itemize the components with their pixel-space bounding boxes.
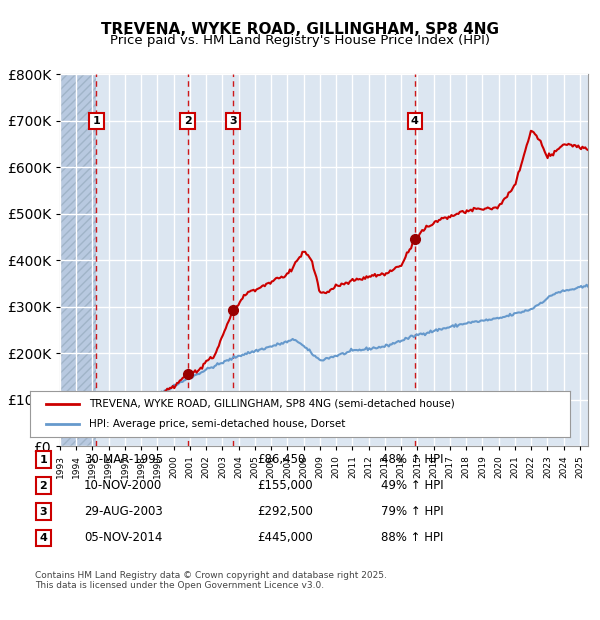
Text: TREVENA, WYKE ROAD, GILLINGHAM, SP8 4NG: TREVENA, WYKE ROAD, GILLINGHAM, SP8 4NG <box>101 22 499 37</box>
Text: 1: 1 <box>92 116 100 126</box>
Text: 29-AUG-2003: 29-AUG-2003 <box>84 505 163 518</box>
Text: 05-NOV-2014: 05-NOV-2014 <box>84 531 163 544</box>
Text: 79% ↑ HPI: 79% ↑ HPI <box>381 505 443 518</box>
Text: 3: 3 <box>40 507 47 517</box>
Text: £86,450: £86,450 <box>257 453 305 466</box>
Text: 3: 3 <box>229 116 237 126</box>
Text: 88% ↑ HPI: 88% ↑ HPI <box>381 531 443 544</box>
Text: 1: 1 <box>40 454 47 465</box>
Text: TREVENA, WYKE ROAD, GILLINGHAM, SP8 4NG (semi-detached house): TREVENA, WYKE ROAD, GILLINGHAM, SP8 4NG … <box>89 399 455 409</box>
Text: 49% ↑ HPI: 49% ↑ HPI <box>381 479 443 492</box>
Text: Contains HM Land Registry data © Crown copyright and database right 2025.
This d: Contains HM Land Registry data © Crown c… <box>35 570 387 590</box>
Text: 10-NOV-2000: 10-NOV-2000 <box>84 479 162 492</box>
Text: 4: 4 <box>411 116 419 126</box>
Text: £445,000: £445,000 <box>257 531 313 544</box>
Bar <box>60 74 97 446</box>
Text: 2: 2 <box>184 116 191 126</box>
Text: £292,500: £292,500 <box>257 505 313 518</box>
Text: Price paid vs. HM Land Registry's House Price Index (HPI): Price paid vs. HM Land Registry's House … <box>110 34 490 47</box>
Text: 4: 4 <box>40 533 47 543</box>
Text: 30-MAR-1995: 30-MAR-1995 <box>84 453 163 466</box>
Text: £155,000: £155,000 <box>257 479 313 492</box>
Text: 2: 2 <box>40 480 47 491</box>
Text: HPI: Average price, semi-detached house, Dorset: HPI: Average price, semi-detached house,… <box>89 419 346 429</box>
Text: 48% ↑ HPI: 48% ↑ HPI <box>381 453 443 466</box>
